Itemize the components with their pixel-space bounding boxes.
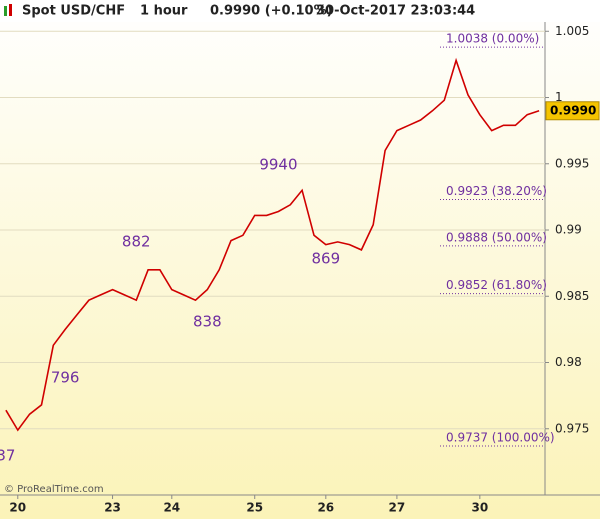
point-label: 882 bbox=[122, 232, 151, 250]
point-label: 37 bbox=[0, 446, 15, 464]
point-label: 838 bbox=[193, 313, 222, 331]
x-tick-label: 26 bbox=[317, 501, 334, 515]
x-tick-label: 20 bbox=[9, 501, 26, 515]
point-label: 796 bbox=[51, 368, 80, 386]
y-tick-label: 1.005 bbox=[555, 24, 589, 38]
interval: 1 hour bbox=[140, 4, 188, 19]
fib-label: 0.9852 (61.80%) bbox=[446, 278, 547, 292]
y-tick-label: 0.975 bbox=[555, 421, 589, 435]
point-label: 869 bbox=[311, 250, 340, 268]
fib-label: 0.9888 (50.00%) bbox=[446, 230, 547, 244]
y-tick-label: 0.985 bbox=[555, 289, 589, 303]
price-line bbox=[5, 57, 540, 432]
fib-label: 0.9737 (100.00%) bbox=[446, 430, 555, 444]
fib-label: 1.0038 (0.00%) bbox=[446, 32, 539, 46]
timestamp: 30-Oct-2017 23:03:44 bbox=[316, 4, 475, 19]
y-tick-label: 1 bbox=[555, 90, 563, 104]
instrument: Spot USD/CHF bbox=[22, 4, 125, 19]
header-bar bbox=[0, 0, 600, 22]
y-tick-label: 0.995 bbox=[555, 156, 589, 170]
price: 0.9990 (+0.10%) bbox=[210, 4, 333, 19]
last-price-label: 0.9990 bbox=[550, 103, 596, 117]
x-tick-label: 30 bbox=[471, 501, 488, 515]
y-tick-label: 0.99 bbox=[555, 223, 582, 237]
fib-label: 0.9923 (38.20%) bbox=[446, 184, 547, 198]
header: Spot USD/CHF 1 hour 0.9990 (+0.10%) 30-O… bbox=[4, 4, 475, 19]
y-tick-label: 0.98 bbox=[555, 355, 582, 369]
icon bbox=[4, 6, 7, 16]
footer: © ProRealTime.com bbox=[4, 484, 104, 495]
x-tick-label: 23 bbox=[104, 501, 121, 515]
x-tick-label: 27 bbox=[389, 501, 406, 515]
last-price-box bbox=[545, 101, 600, 121]
point-label: 9940 bbox=[259, 156, 297, 174]
icon bbox=[9, 4, 12, 16]
x-tick-label: 24 bbox=[163, 501, 180, 515]
x-tick-label: 25 bbox=[246, 501, 263, 515]
